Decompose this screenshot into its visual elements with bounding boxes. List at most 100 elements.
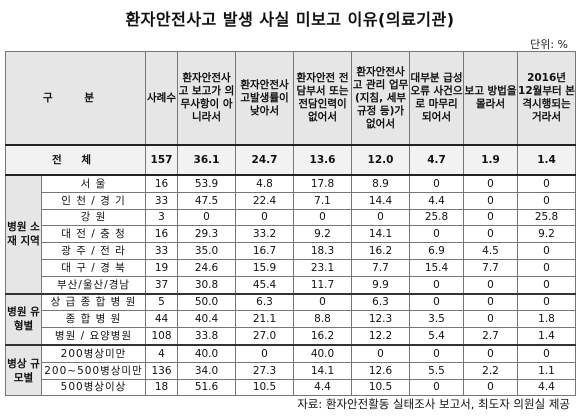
table-cell: 0 — [409, 173, 465, 193]
table-row: 대 구 / 경 북 19 24.6 15.9 23.1 7.7 15.4 7.7 0 — [6, 258, 577, 277]
table-row: 500병상이상 18 51.6 10.5 4.4 10.5 0 0 4.4 — [6, 378, 577, 397]
table-cell: 4.4 — [293, 378, 353, 397]
table-row: 병원 유형별 상 급 종 합 병 원 5 50.0 6.3 0 6.3 0 0 0 — [5, 292, 577, 346]
table-cell: 22.4 — [235, 191, 295, 210]
row-label: 부산/울산/경남 — [40, 275, 147, 295]
table-cell: 10.5 — [351, 378, 411, 397]
table-cell: 5 — [145, 292, 179, 312]
table-cell: 0 — [409, 275, 465, 295]
table-cell: 33 — [145, 242, 179, 260]
table-cell: 24.6 — [177, 258, 237, 277]
table-cell: 0 — [463, 378, 519, 397]
row-label: 강 원 — [40, 208, 147, 227]
table-cell: 0 — [517, 242, 577, 260]
header-row: 구 분 사례수 환자안전사고 보고가 의무사항이 아니라서 환자안전사고발생률이… — [4, 51, 577, 146]
table-cell: 9.2 — [517, 225, 577, 244]
table-cell: 136 — [145, 361, 179, 380]
table-cell: 7.7 — [463, 258, 519, 277]
row-label: 500병상이상 — [40, 378, 147, 397]
table-cell: 27.0 — [235, 327, 295, 346]
total-cell: 36.1 — [177, 144, 237, 176]
table-row: 종 합 병 원 44 40.4 21.1 8.8 12.3 3.5 0 1.8 — [6, 310, 577, 329]
table-cell: 0 — [463, 225, 519, 244]
table-cell: 0 — [463, 191, 519, 210]
table-cell: 40.0 — [177, 343, 237, 363]
table-row: 광 주 / 전 라 33 35.0 16.7 18.3 16.2 6.9 4.5 0 — [6, 242, 577, 260]
table-cell: 51.6 — [177, 378, 237, 397]
table-cell: 27.3 — [235, 361, 295, 380]
total-cell: 12.0 — [351, 144, 411, 176]
table-cell: 0 — [351, 208, 411, 227]
table-cell: 25.8 — [517, 208, 577, 227]
table-cell: 7.7 — [351, 258, 411, 277]
source-note: 자료: 환자안전활동 실태조사 보고서, 최도자 의원실 제공 — [297, 397, 570, 411]
unit-label: 단위: % — [530, 38, 568, 51]
table-cell: 0 — [517, 275, 577, 295]
table-cell: 33 — [145, 191, 179, 210]
row-label: 200~500병상미만 — [40, 361, 147, 380]
table-cell: 40.4 — [177, 310, 237, 329]
header-col: 환자안전사고 보고가 의무사항이 아니라서 — [177, 51, 237, 146]
table-cell: 18.3 — [293, 242, 353, 260]
table-cell: 3 — [145, 208, 179, 227]
table-cell: 0 — [517, 258, 577, 277]
table-cell: 4.4 — [517, 378, 577, 397]
table-cell: 25.8 — [409, 208, 465, 227]
table-row: 병원 소재 지역 서 울 16 53.9 4.8 17.8 8.9 0 0 0 — [5, 173, 577, 295]
table-row: 병원 / 요양병원 108 33.8 27.0 16.2 12.2 5.4 2.7 1.4 — [6, 327, 577, 346]
table-cell: 0 — [235, 343, 295, 363]
group-label: 병상 규모별 — [5, 343, 42, 397]
table-cell: 17.8 — [293, 173, 353, 193]
header-col: 환자안전 전담부서 또는 전담인력이 없어서 — [293, 51, 353, 146]
table-cell: 0 — [235, 208, 295, 227]
row-label: 상 급 종 합 병 원 — [40, 292, 147, 312]
table-cell: 6.9 — [409, 242, 465, 260]
header-col: 사례수 — [145, 51, 179, 146]
row-label: 200병상미만 — [40, 343, 147, 363]
table-cell: 2.7 — [463, 327, 519, 346]
table-cell: 1.1 — [517, 361, 577, 380]
row-label: 서 울 — [40, 173, 147, 193]
table-cell: 0 — [463, 343, 519, 363]
table-cell: 40.0 — [293, 343, 353, 363]
table-cell: 33.2 — [235, 225, 295, 244]
table-cell: 0 — [463, 292, 519, 312]
table-cell: 19 — [145, 258, 179, 277]
table-cell: 1.4 — [517, 327, 577, 346]
table-cell: 11.7 — [293, 275, 353, 295]
table-cell: 45.4 — [235, 275, 295, 295]
total-cell: 24.7 — [235, 144, 295, 176]
table-cell: 10.5 — [235, 378, 295, 397]
table-cell: 30.8 — [177, 275, 237, 295]
table-cell: 0 — [409, 292, 465, 312]
table-cell: 0 — [409, 225, 465, 244]
table-cell: 18 — [145, 378, 179, 397]
table-cell: 33.8 — [177, 327, 237, 346]
header-col: 환자안전사고발생률이 낮아서 — [235, 51, 295, 146]
total-row: 전 체 157 36.1 24.7 13.6 12.0 4.7 1.9 1.4 — [4, 144, 577, 176]
table-row: 병상 규모별 200병상미만 4 40.0 0 40.0 0 0 0 0 — [5, 343, 577, 397]
table-cell: 16.2 — [293, 327, 353, 346]
total-cell: 13.6 — [293, 144, 353, 176]
table-cell: 12.2 — [351, 327, 411, 346]
table-row: 대 전 / 충 청 16 29.3 33.2 9.2 14.1 0 0 9.2 — [6, 225, 577, 244]
total-cell: 4.7 — [409, 144, 465, 176]
table-cell: 21.1 — [235, 310, 295, 329]
table-cell: 0 — [463, 310, 519, 329]
table-cell: 34.0 — [177, 361, 237, 380]
total-cell: 1.4 — [517, 144, 577, 176]
row-label: 인 천 / 경 기 — [40, 191, 147, 210]
table-row: 부산/울산/경남 37 30.8 45.4 11.7 9.9 0 0 0 — [6, 275, 577, 295]
table-cell: 0 — [293, 292, 353, 312]
row-label: 광 주 / 전 라 — [40, 242, 147, 260]
table-cell: 6.3 — [351, 292, 411, 312]
header-col: 대부분 급성오류 사건으로 마무리 되어서 — [409, 51, 465, 146]
table-cell: 15.9 — [235, 258, 295, 277]
total-label: 전 체 — [4, 144, 147, 176]
group-label: 병원 유형별 — [5, 292, 42, 346]
table-cell: 3.5 — [409, 310, 465, 329]
header-col: 2016년 12월부터 본격시행되는 거라서 — [517, 51, 577, 146]
total-cell: 1.9 — [463, 144, 519, 176]
table-cell: 0 — [517, 292, 577, 312]
table-cell: 0 — [463, 208, 519, 227]
